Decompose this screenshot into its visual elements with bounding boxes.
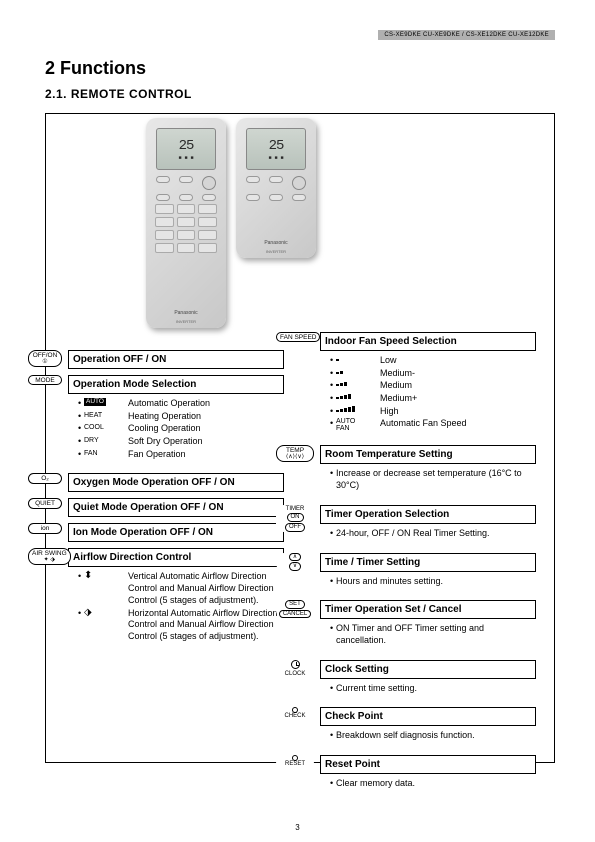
section-header: Oxygen Mode Operation OFF / ON: [68, 473, 284, 492]
function-section: AIR SWING✦ ⬗Airflow Direction Control•⬍V…: [68, 548, 284, 649]
section-title: 2.1. REMOTE CONTROL: [45, 87, 555, 101]
list-item: •⬗Horizontal Automatic Airflow Direction…: [78, 608, 278, 643]
function-section: MODEOperation Mode Selection•AUTOAutomat…: [68, 375, 284, 467]
model-header: CS-XE9DKE CU-XE9DKE / CS-XE12DKE CU-XE12…: [378, 30, 555, 40]
section-header: Timer Operation Selection: [320, 505, 536, 524]
section-header: Check Point: [320, 707, 536, 726]
list-item: •Current time setting.: [330, 683, 530, 695]
function-section: QUIETQuiet Mode Operation OFF / ON: [68, 498, 284, 517]
function-section: CHECKCheck Point•Breakdown self diagnosi…: [320, 707, 536, 749]
button-badge: TIMERONOFF: [276, 505, 314, 532]
function-section: ∧∨Time / Timer Setting•Hours and minutes…: [320, 553, 536, 595]
section-header: Operation Mode Selection: [68, 375, 284, 394]
section-body: •⬍Vertical Automatic Airflow Direction C…: [68, 567, 284, 649]
function-section: RESETReset Point•Clear memory data.: [320, 755, 536, 797]
remote-diagram: 25 ■ ■ ■ Panasonic INVERTER 25 ■ ■ ■ Pan…: [45, 113, 555, 763]
section-body: •Current time setting.: [320, 679, 536, 702]
section-header: Airflow Direction Control: [68, 548, 284, 567]
section-body: •Breakdown self diagnosis function.: [320, 726, 536, 749]
function-section: SETCANCELTimer Operation Set / Cancel•ON…: [320, 600, 536, 653]
remote-open: 25 ■ ■ ■ Panasonic INVERTER: [146, 118, 226, 328]
button-badge: CLOCK: [276, 660, 314, 678]
section-body: •Low•Medium-•Medium•Medium+•High•AUTOFAN…: [320, 351, 536, 439]
list-item: •FANFan Operation: [78, 449, 278, 461]
button-badge: SETCANCEL: [276, 600, 314, 618]
list-item: •⬍Vertical Automatic Airflow Direction C…: [78, 571, 278, 606]
remote-model: INVERTER: [146, 319, 226, 324]
button-badge: FAN SPEED: [276, 332, 320, 342]
section-header: Clock Setting: [320, 660, 536, 679]
remote-closed: 25 ■ ■ ■ Panasonic INVERTER: [236, 118, 316, 258]
section-body: •Clear memory data.: [320, 774, 536, 797]
list-item: •Clear memory data.: [330, 778, 530, 790]
section-header: Operation OFF / ON: [68, 350, 284, 369]
left-column: OFF/ON①Operation OFF / ON MODEOperation M…: [68, 350, 284, 656]
button-badge: O₂: [28, 473, 62, 483]
remote-photos: 25 ■ ■ ■ Panasonic INVERTER 25 ■ ■ ■ Pan…: [146, 118, 316, 328]
section-header: Indoor Fan Speed Selection: [320, 332, 536, 351]
list-item: •HEATHeating Operation: [78, 411, 278, 423]
section-body: •24-hour, OFF / ON Real Timer Setting.: [320, 524, 536, 547]
section-body: •Hours and minutes setting.: [320, 572, 536, 595]
list-item: •Medium: [330, 380, 530, 392]
list-item: •Medium+: [330, 393, 530, 405]
button-badge: QUIET: [28, 498, 62, 508]
section-header: Reset Point: [320, 755, 536, 774]
page-title: 2 Functions: [45, 58, 555, 79]
list-item: •24-hour, OFF / ON Real Timer Setting.: [330, 528, 530, 540]
list-item: •Breakdown self diagnosis function.: [330, 730, 530, 742]
button-badge: MODE: [28, 375, 62, 385]
list-item: •Low: [330, 355, 530, 367]
section-header: Timer Operation Set / Cancel: [320, 600, 536, 619]
section-header: Ion Mode Operation OFF / ON: [68, 523, 284, 542]
button-badge: RESET: [276, 755, 314, 768]
function-section: CLOCKClock Setting•Current time setting.: [320, 660, 536, 702]
list-item: •Medium-: [330, 368, 530, 380]
section-header: Time / Timer Setting: [320, 553, 536, 572]
button-badge: ion: [28, 523, 62, 533]
button-badge: CHECK: [276, 707, 314, 720]
button-badge: OFF/ON①: [28, 350, 62, 367]
section-header: Quiet Mode Operation OFF / ON: [68, 498, 284, 517]
function-section: OFF/ON①Operation OFF / ON: [68, 350, 284, 369]
function-section: TEMP⟨∧⟩⟨∨⟩Room Temperature Setting•Incre…: [320, 445, 536, 498]
section-body: •ON Timer and OFF Timer setting and canc…: [320, 619, 536, 653]
list-item: •DRYSoft Dry Operation: [78, 436, 278, 448]
button-badge: ∧∨: [276, 553, 314, 571]
list-item: •Increase or decrease set temperature (1…: [330, 468, 530, 491]
section-body: •AUTOAutomatic Operation•HEATHeating Ope…: [68, 394, 284, 467]
function-section: O₂Oxygen Mode Operation OFF / ON: [68, 473, 284, 492]
button-badge: TEMP⟨∧⟩⟨∨⟩: [276, 445, 314, 462]
function-section: FAN SPEEDIndoor Fan Speed Selection•Low•…: [320, 332, 536, 439]
list-item: •High: [330, 406, 530, 418]
section-header: Room Temperature Setting: [320, 445, 536, 464]
function-section: ionIon Mode Operation OFF / ON: [68, 523, 284, 542]
section-body: •Increase or decrease set temperature (1…: [320, 464, 536, 498]
list-item: •AUTOFANAutomatic Fan Speed: [330, 418, 530, 432]
function-section: TIMERONOFFTimer Operation Selection•24-h…: [320, 505, 536, 547]
list-item: •ON Timer and OFF Timer setting and canc…: [330, 623, 530, 646]
list-item: •COOLCooling Operation: [78, 423, 278, 435]
page-number: 3: [0, 823, 595, 832]
remote-brand: Panasonic: [146, 310, 226, 316]
lcd-temp: 25: [179, 138, 194, 154]
list-item: •AUTOAutomatic Operation: [78, 398, 278, 410]
button-badge: AIR SWING✦ ⬗: [28, 548, 71, 565]
list-item: •Hours and minutes setting.: [330, 576, 530, 588]
right-column: FAN SPEEDIndoor Fan Speed Selection•Low•…: [320, 332, 536, 803]
